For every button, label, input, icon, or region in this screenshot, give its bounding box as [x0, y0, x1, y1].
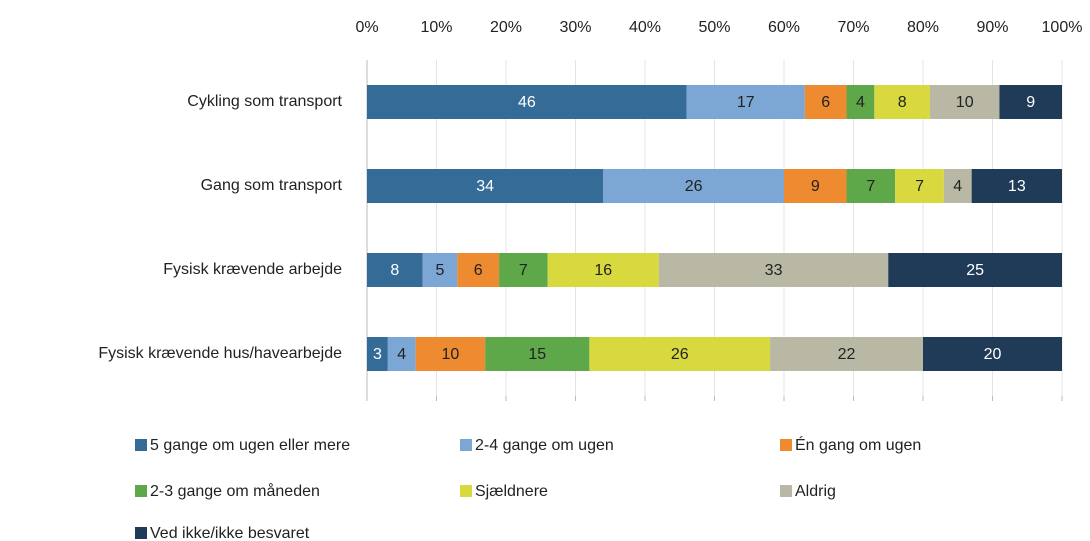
data-label: 10 [956, 94, 974, 111]
data-label: 25 [966, 262, 984, 279]
data-label: 20 [984, 346, 1002, 363]
bar-segment [422, 253, 458, 287]
bar-segment [499, 253, 548, 287]
data-label: 9 [811, 178, 820, 195]
bar-segment [589, 337, 771, 371]
data-label: 6 [821, 94, 830, 111]
data-label: 7 [866, 178, 875, 195]
x-tick-label: 10% [420, 19, 452, 36]
bar-segment [784, 169, 847, 203]
x-tick-label: 80% [907, 19, 939, 36]
legend-swatch [135, 527, 147, 539]
data-label: 13 [1008, 178, 1026, 195]
bar-segment [943, 169, 972, 203]
bar-segment [367, 85, 687, 119]
legend-label: Én gang om ugen [795, 435, 921, 454]
bar-segment [923, 337, 1062, 371]
x-tick-label: 40% [629, 19, 661, 36]
legend-label: 5 gange om ugen eller mere [150, 437, 350, 454]
legend-swatch [460, 485, 472, 497]
data-label: 9 [1026, 94, 1035, 111]
data-label: 8 [390, 262, 399, 279]
legend-swatch [135, 485, 147, 497]
legend-label: 2-3 gange om måneden [150, 482, 320, 500]
data-label: 16 [594, 262, 612, 279]
bar-segment [387, 337, 416, 371]
data-label: 15 [528, 346, 546, 363]
y-tick-label: Fysisk krævende hus/havearbejde [98, 345, 342, 362]
legend-label: Ved ikke/ikke besvaret [150, 525, 310, 541]
data-label: 4 [397, 346, 406, 363]
data-label: 26 [671, 346, 689, 363]
legend-label: Aldrig [795, 483, 836, 500]
data-label: 3 [373, 346, 382, 363]
data-label: 7 [915, 178, 924, 195]
bar-segment [686, 85, 805, 119]
data-label: 4 [953, 178, 962, 195]
legend-swatch [460, 439, 472, 451]
bar-segment [367, 169, 604, 203]
legend-swatch [780, 485, 792, 497]
bar-segment [415, 337, 486, 371]
data-label: 6 [474, 262, 483, 279]
bar-segment [895, 169, 944, 203]
bar-segment [485, 337, 590, 371]
legend-swatch [780, 439, 792, 451]
x-tick-label: 0% [355, 19, 378, 36]
data-label: 22 [838, 346, 856, 363]
bar-segment [999, 85, 1062, 119]
legend-label: 2-4 gange om ugen [475, 437, 614, 454]
bar-segment [874, 85, 930, 119]
bar-segment [603, 169, 784, 203]
bar-segment [846, 85, 875, 119]
legend-label: Sjældnere [475, 483, 548, 500]
bar-segment [846, 169, 896, 203]
data-label: 5 [436, 262, 445, 279]
legend-swatch [135, 439, 147, 451]
x-tick-label: 90% [976, 19, 1008, 36]
y-tick-label: Gang som transport [201, 177, 343, 194]
data-label: 46 [518, 94, 536, 111]
data-label: 17 [737, 94, 755, 111]
bar-segment [658, 253, 889, 287]
data-label: 33 [765, 262, 783, 279]
bar-segment [457, 253, 500, 287]
bar-segment [804, 85, 847, 119]
y-tick-label: Cykling som transport [187, 93, 342, 110]
data-label: 7 [519, 262, 528, 279]
data-label: 4 [856, 94, 865, 111]
data-label: 10 [442, 346, 460, 363]
x-tick-label: 60% [768, 19, 800, 36]
x-tick-label: 100% [1042, 19, 1083, 36]
y-tick-label: Fysisk krævende arbejde [163, 261, 342, 278]
bar-segment [971, 169, 1062, 203]
bar-segment [367, 253, 423, 287]
x-tick-label: 30% [559, 19, 591, 36]
bar-segment [547, 253, 659, 287]
data-label: 26 [685, 178, 703, 195]
data-label: 34 [476, 178, 494, 195]
x-tick-label: 70% [837, 19, 869, 36]
bar-segment [929, 85, 1000, 119]
bar-segment [888, 253, 1062, 287]
x-tick-label: 20% [490, 19, 522, 36]
bar-segment [770, 337, 923, 371]
bar-segment [367, 337, 388, 371]
data-label: 8 [898, 94, 907, 111]
x-tick-label: 50% [698, 19, 730, 36]
